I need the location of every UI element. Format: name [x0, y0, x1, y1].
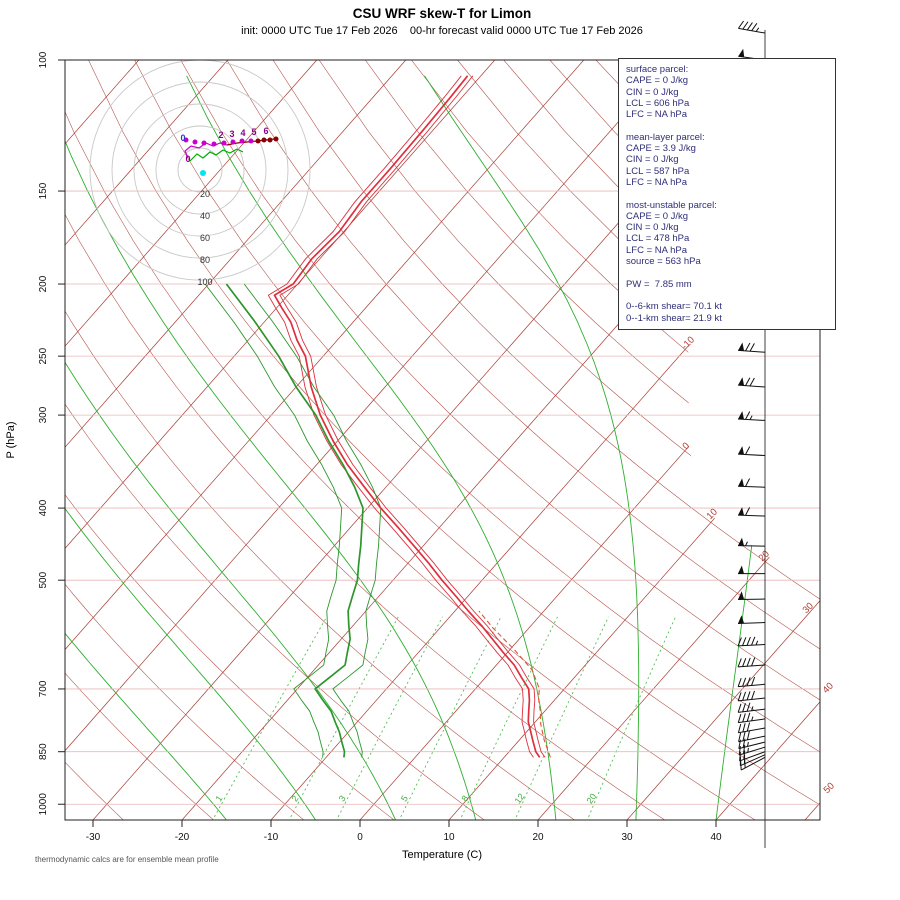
- pressure-tick-label: 1000: [38, 793, 49, 816]
- mixing-ratio-label: 8: [459, 794, 470, 804]
- hodograph-ring-label: 60: [200, 233, 210, 243]
- info-line: source = 563 hPa: [626, 256, 701, 268]
- info-line: [626, 290, 828, 301]
- pressure-tick-label: 250: [38, 347, 49, 364]
- isotherm-edge-label: 30: [801, 601, 816, 616]
- temperature-tick-label: 40: [710, 832, 722, 843]
- isotherm-edge-label: 40: [821, 681, 836, 696]
- info-line: CAPE = 0 J/kg: [626, 75, 689, 87]
- info-line: CIN = 0 J/kg: [626, 154, 679, 166]
- mixing-ratio-label: 3: [337, 794, 348, 804]
- info-line: most-unstable parcel:: [626, 199, 717, 211]
- info-line: [626, 120, 828, 131]
- info-line: PW = 7.85 mm: [626, 278, 692, 290]
- hodograph-ring-label: 80: [200, 255, 210, 265]
- pressure-tick-label: 100: [38, 51, 49, 68]
- hodograph-ring-label: 100: [197, 277, 212, 287]
- temperature-tick-label: 20: [532, 832, 544, 843]
- pressure-tick-label: 700: [38, 680, 49, 697]
- info-line: LFC = NA hPa: [626, 244, 687, 256]
- hodograph-height-label: 5: [251, 127, 256, 137]
- temperature-tick-label: -30: [86, 832, 101, 843]
- pressure-tick-label: 400: [38, 499, 49, 516]
- mixing-ratio-label: 12: [513, 792, 527, 806]
- info-line: mean-layer parcel:: [626, 131, 705, 143]
- hodograph: 20 40 60 80 100 0 0 2 3 4 5 6: [89, 59, 311, 287]
- hodograph-ring-label: 40: [200, 211, 210, 221]
- y-axis-label: P (hPa): [5, 421, 17, 458]
- pressure-tick-label: 150: [38, 182, 49, 199]
- hodograph-ring-label: 20: [200, 189, 210, 199]
- storm-motion-dot: [200, 170, 206, 176]
- pressure-tick-label: 850: [38, 743, 49, 760]
- info-line: [626, 267, 828, 278]
- mixing-ratio-label: 2: [290, 794, 301, 804]
- parcel-info-box: surface parcel: CAPE = 0 J/kg CIN = 0 J/kg…: [618, 58, 836, 330]
- sounding-profiles: [204, 75, 551, 758]
- x-axis-label: Temperature (C): [402, 849, 482, 861]
- pressure-tick-label: 200: [38, 275, 49, 292]
- info-line: CIN = 0 J/kg: [626, 222, 679, 234]
- info-line: LFC = NA hPa: [626, 176, 687, 188]
- temperature-tick-label: 0: [357, 832, 363, 843]
- temperature-tick-label: -10: [264, 832, 279, 843]
- chart-title: CSU WRF skew-T for Limon: [353, 6, 532, 21]
- pressure-tick-label: 500: [38, 571, 49, 588]
- mixing-ratio-label: 1: [213, 794, 224, 804]
- info-line: [626, 188, 828, 199]
- temperature-tick-label: 10: [443, 832, 455, 843]
- info-line: LCL = 606 hPa: [626, 97, 690, 109]
- info-line: CIN = 0 J/kg: [626, 86, 679, 98]
- hodograph-height-label: 2: [218, 130, 223, 140]
- footer-note: thermodynamic calcs are for ensemble mea…: [35, 855, 219, 864]
- temperature-tick-label: 30: [621, 832, 633, 843]
- hodograph-height-label: 6: [263, 126, 268, 136]
- pressure-tick-label: 300: [38, 406, 49, 423]
- mixing-ratio-label: 20: [584, 792, 598, 806]
- mixing-ratio-labels: 1 2 3 5 8 12 20: [213, 792, 598, 806]
- info-line: 0--6-km shear= 70.1 kt: [626, 301, 722, 313]
- hodograph-height-label: 4: [240, 128, 245, 138]
- info-line: CAPE = 3.9 J/kg: [626, 143, 696, 155]
- chart-subtitle: init: 0000 UTC Tue 17 Feb 2026 00-hr for…: [241, 25, 643, 37]
- info-line: surface parcel:: [626, 64, 689, 75]
- hodograph-height-label: 0: [180, 133, 185, 143]
- temperature-tick-label: -20: [175, 832, 190, 843]
- info-line: LFC = NA hPa: [626, 109, 687, 121]
- isotherm-edge-label: 50: [822, 781, 837, 796]
- info-line: 0--1-km shear= 21.9 kt: [626, 312, 722, 324]
- hodograph-height-label: 0: [185, 154, 190, 164]
- info-line: CAPE = 0 J/kg: [626, 210, 689, 222]
- info-line: LCL = 478 hPa: [626, 233, 690, 245]
- hodograph-height-label: 3: [229, 129, 234, 139]
- clip-wedge: [688, 313, 821, 565]
- info-line: LCL = 587 hPa: [626, 165, 690, 177]
- mixing-ratio-label: 5: [399, 794, 410, 804]
- isotherm-edge-label: 0: [680, 440, 692, 452]
